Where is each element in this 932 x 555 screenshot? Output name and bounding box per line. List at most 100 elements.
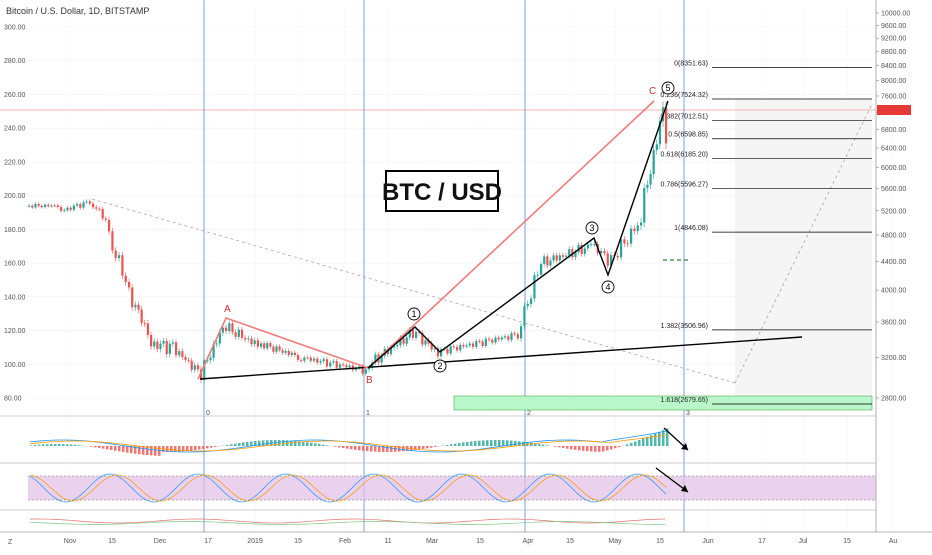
candle-body	[150, 335, 152, 347]
candle-body	[543, 256, 545, 264]
macd-hist-bar	[346, 446, 349, 449]
candle-body	[453, 346, 455, 347]
macd-hist-bar	[250, 441, 253, 446]
candle-body	[450, 346, 452, 353]
fib-label: 1.382(3506.96)	[661, 323, 708, 330]
right-tick-label: 3200.00	[881, 355, 906, 362]
candle-body	[275, 346, 277, 351]
candle-body	[549, 261, 551, 266]
candle-body	[175, 342, 177, 355]
macd-hist-bar	[482, 440, 485, 446]
candle-body	[225, 328, 227, 331]
macd-hist-bar	[658, 432, 661, 446]
macd-hist-bar	[642, 438, 645, 446]
macd-hist-bar	[174, 446, 177, 452]
candle-body	[163, 341, 165, 344]
macd-hist-bar	[194, 446, 197, 450]
candle-body	[92, 204, 94, 208]
macd-hist-bar	[586, 446, 589, 451]
candle-body	[646, 185, 648, 188]
macd-hist-bar	[138, 446, 141, 454]
macd-hist-bar	[338, 446, 341, 447]
candle-body	[288, 351, 290, 355]
macd-hist-bar	[226, 445, 229, 446]
candle-body	[153, 342, 155, 347]
macd-hist-bar	[590, 446, 593, 451]
candle-body	[57, 206, 59, 207]
candle-body	[111, 231, 113, 250]
candle-body	[131, 287, 133, 307]
macd-hist-bar	[610, 446, 613, 449]
candle-body	[319, 361, 321, 363]
candle-body	[627, 243, 629, 244]
left-tick-label: 240.00	[4, 126, 26, 133]
candle-body	[584, 248, 586, 253]
candle-body	[402, 338, 404, 344]
macd-hist-bar	[574, 446, 577, 450]
right-tick-label: 8400.00	[881, 63, 906, 70]
candle-body	[313, 359, 315, 361]
fib-label: 1(4846.08)	[674, 225, 708, 232]
candle-body	[623, 239, 625, 243]
candle-body	[517, 334, 519, 338]
candle-body	[228, 323, 230, 331]
macd-hist-bar	[426, 446, 429, 448]
candle-body	[607, 253, 609, 265]
macd-hist-bar	[594, 446, 597, 452]
candle-body	[235, 332, 237, 336]
candle-body	[530, 299, 532, 305]
candle-body	[630, 229, 632, 244]
forecast-zone	[735, 100, 872, 400]
candle-body	[462, 345, 464, 346]
candle-body	[326, 359, 328, 366]
candle-body	[178, 351, 180, 355]
macd-hist-bar	[262, 440, 265, 446]
candle-body	[482, 341, 484, 346]
right-tick-label: 4000.00	[881, 288, 906, 295]
left-tick-label: 280.00	[4, 58, 26, 65]
candle-body	[568, 249, 570, 255]
candle-body	[257, 340, 259, 346]
candle-body	[66, 208, 68, 211]
x-tick-label: 17	[204, 538, 212, 545]
left-tick-label: 180.00	[4, 227, 26, 234]
candle-body	[310, 358, 312, 361]
candle-body	[250, 338, 252, 344]
macd-hist-bar	[630, 443, 633, 446]
macd-hist-bar	[306, 442, 309, 446]
x-tick-label: 15	[108, 538, 116, 545]
macd-hist-bar	[234, 444, 237, 446]
macd-hist-bar	[450, 444, 453, 446]
left-tick-label: 300.00	[4, 25, 26, 32]
candle-body	[653, 150, 655, 174]
macd-hist-bar	[214, 446, 217, 447]
macd-hist-bar	[110, 446, 113, 450]
candle-body	[181, 351, 183, 357]
candle-body	[488, 339, 490, 340]
candle-body	[336, 361, 338, 368]
candle-body	[137, 305, 139, 310]
right-tick-label: 3600.00	[881, 319, 906, 326]
candle-body	[125, 276, 127, 282]
macd-hist-bar	[366, 446, 369, 451]
candle-body	[144, 323, 146, 324]
candle-body	[159, 344, 161, 349]
right-tick-label: 10000.00	[881, 11, 910, 18]
candle-body	[28, 206, 30, 207]
candle-body	[260, 343, 262, 346]
candle-body	[79, 204, 81, 208]
candle-body	[349, 365, 351, 367]
candle-body	[285, 351, 287, 353]
macd-hist-bar	[402, 446, 405, 451]
candle-body	[617, 256, 619, 257]
macd-hist-bar	[310, 443, 313, 446]
candle-body	[656, 144, 658, 150]
wave-label: 5	[665, 83, 670, 93]
corner-label: Z	[8, 539, 13, 546]
candle-body	[593, 244, 595, 245]
right-tick-label: 9600.00	[881, 23, 906, 30]
x-tick-label: Au	[889, 538, 898, 545]
macd-hist-bar	[154, 446, 157, 456]
